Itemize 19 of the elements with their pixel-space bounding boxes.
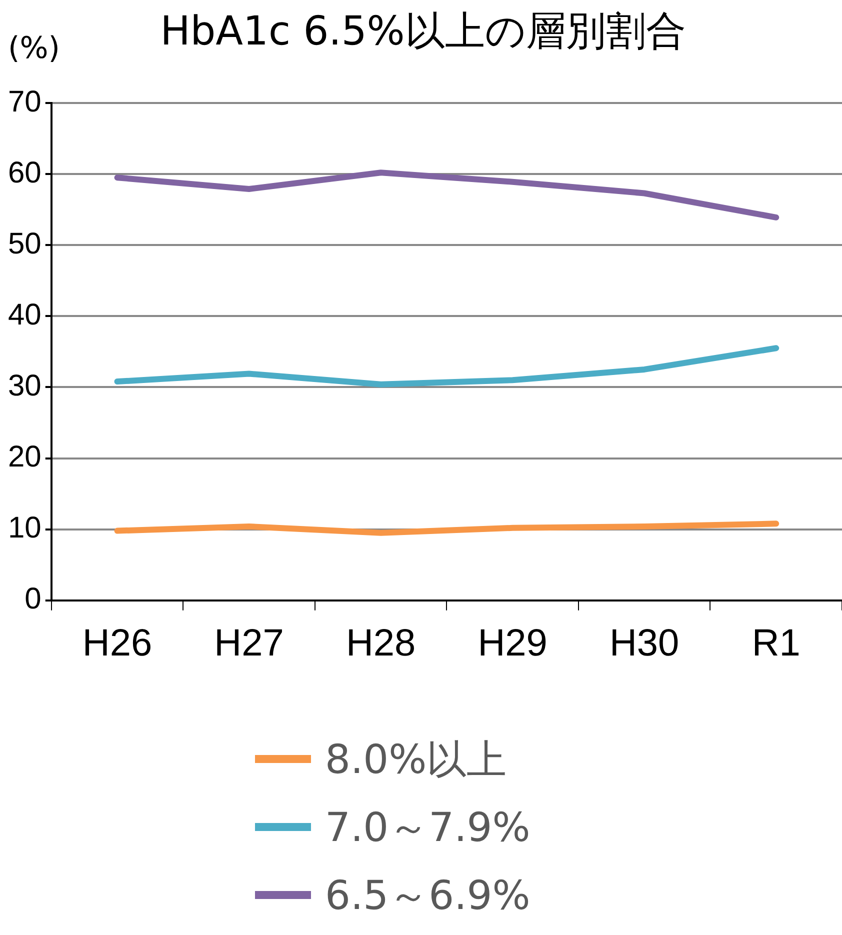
chart-title: HbA1c 6.5%以上の層別割合	[160, 8, 686, 54]
x-tick-label: H30	[609, 622, 680, 665]
y-tick-label: 60	[8, 156, 42, 190]
legend-label: 8.0%以上	[325, 736, 507, 784]
x-tick-label: H27	[214, 622, 284, 665]
y-tick-label: 40	[8, 298, 42, 332]
y-tick-label: 10	[8, 512, 42, 545]
y-tick-label: 20	[8, 440, 42, 474]
y-tick-label: 50	[8, 227, 42, 260]
y-tick-label: 30	[8, 369, 42, 402]
x-tick-label: H29	[478, 622, 548, 665]
x-tick-label: H26	[82, 622, 152, 665]
x-tick-label: R1	[752, 622, 800, 665]
legend-label: 7.0～7.9%	[325, 804, 530, 852]
legend-label: 6.5～6.9%	[325, 872, 530, 920]
y-axis-title: (%)	[8, 30, 60, 66]
y-tick-label: 0	[24, 582, 42, 616]
y-tick-label: 70	[8, 85, 42, 118]
x-tick-label: H28	[346, 622, 416, 665]
